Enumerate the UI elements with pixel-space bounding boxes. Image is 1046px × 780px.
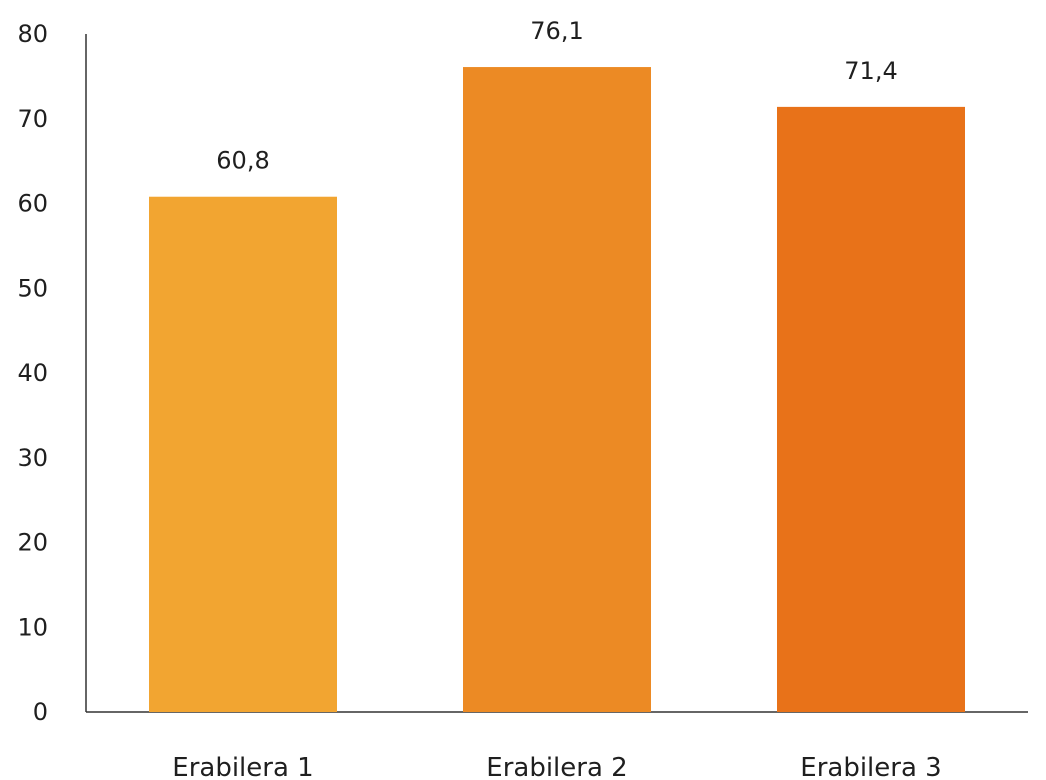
bar-1 [149,196,337,713]
bar-3 [777,106,965,712]
y-tick-label: 30 [17,444,48,472]
x-category-label: Erabilera 1 [172,753,313,780]
value-labels: 60,8 76,1 71,4 [216,17,897,175]
y-tick-label: 40 [17,359,48,387]
y-tick-label: 80 [17,20,48,48]
bar-value-label: 71,4 [844,57,897,85]
y-tick-label: 20 [17,529,48,557]
y-axis-ticks: 0 10 20 30 40 50 60 70 80 [17,20,48,726]
y-tick-label: 50 [17,274,48,302]
y-tick-label: 0 [33,698,48,726]
y-tick-label: 10 [17,613,48,641]
y-tick-label: 70 [17,105,48,133]
bar-value-label: 76,1 [530,17,583,45]
bar-2 [463,67,651,713]
category-labels: Erabilera 1 Erabilera 2 Erabilera 3 [172,753,941,780]
x-category-label: Erabilera 2 [486,753,627,780]
x-category-label: Erabilera 3 [800,753,941,780]
bars [149,67,965,713]
y-tick-label: 60 [17,190,48,218]
bar-value-label: 60,8 [216,147,269,175]
